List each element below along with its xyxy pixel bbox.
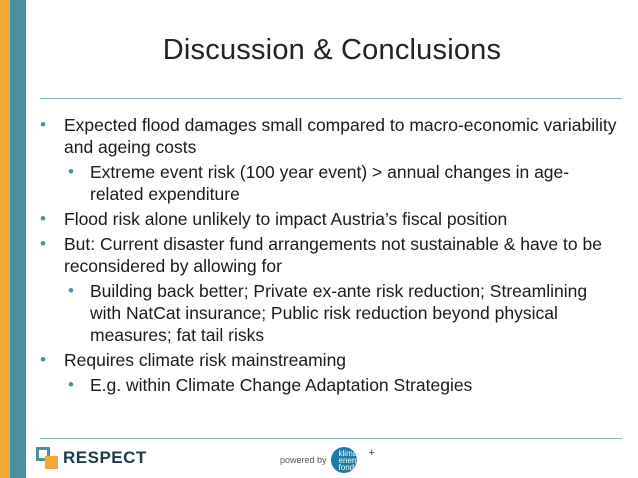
bullet-text: Expected flood damages small compared to…	[64, 115, 617, 157]
left-teal-stripe	[10, 0, 26, 478]
bullet-text: Requires climate risk mainstreaming	[64, 350, 347, 370]
bullet-dot-icon: •	[68, 162, 74, 181]
bullet-dot-icon: •	[40, 234, 46, 253]
left-orange-stripe	[0, 0, 10, 478]
bullet-item: • Flood risk alone unlikely to impact Au…	[40, 208, 620, 230]
bullet-item: • But: Current disaster fund arrangement…	[40, 233, 620, 277]
respect-logo-icon	[36, 447, 58, 469]
powered-by-badge: powered by klima energie fonds +	[280, 447, 377, 473]
bullet-item: • Expected flood damages small compared …	[40, 114, 620, 158]
respect-logo-text: RESPECT	[63, 448, 147, 467]
bullet-list: • Expected flood damages small compared …	[40, 114, 620, 399]
bullet-dot-icon: •	[40, 115, 46, 134]
klima-energie-fonds-logo: klima energie fonds +	[330, 447, 377, 473]
partner-plus: +	[368, 447, 375, 459]
bullet-item: • Requires climate risk mainstreaming	[40, 349, 620, 371]
powered-by-text: powered by	[280, 455, 327, 465]
bullet-dot-icon: •	[68, 375, 74, 394]
sub-bullet-item: • Extreme event risk (100 year event) > …	[40, 161, 620, 205]
bullet-text: E.g. within Climate Change Adaptation St…	[90, 375, 473, 395]
sub-bullet-item: • E.g. within Climate Change Adaptation …	[40, 374, 620, 396]
bullet-text: Extreme event risk (100 year event) > an…	[90, 162, 570, 204]
bullet-text: Flood risk alone unlikely to impact Aust…	[64, 209, 508, 229]
bullet-text: But: Current disaster fund arrangements …	[64, 234, 602, 276]
bullet-dot-icon: •	[40, 350, 46, 369]
slide-title: Discussion & Conclusions	[162, 34, 502, 66]
footer-divider	[40, 438, 622, 439]
title-divider	[40, 98, 622, 99]
bullet-text: Building back better; Private ex-ante ri…	[90, 281, 588, 345]
partner-logo-text: klima energie fonds	[338, 449, 366, 472]
bullet-dot-icon: •	[68, 281, 74, 300]
bullet-dot-icon: •	[40, 209, 46, 228]
respect-logo: RESPECT	[36, 447, 147, 469]
sub-bullet-item: • Building back better; Private ex-ante …	[40, 280, 620, 346]
